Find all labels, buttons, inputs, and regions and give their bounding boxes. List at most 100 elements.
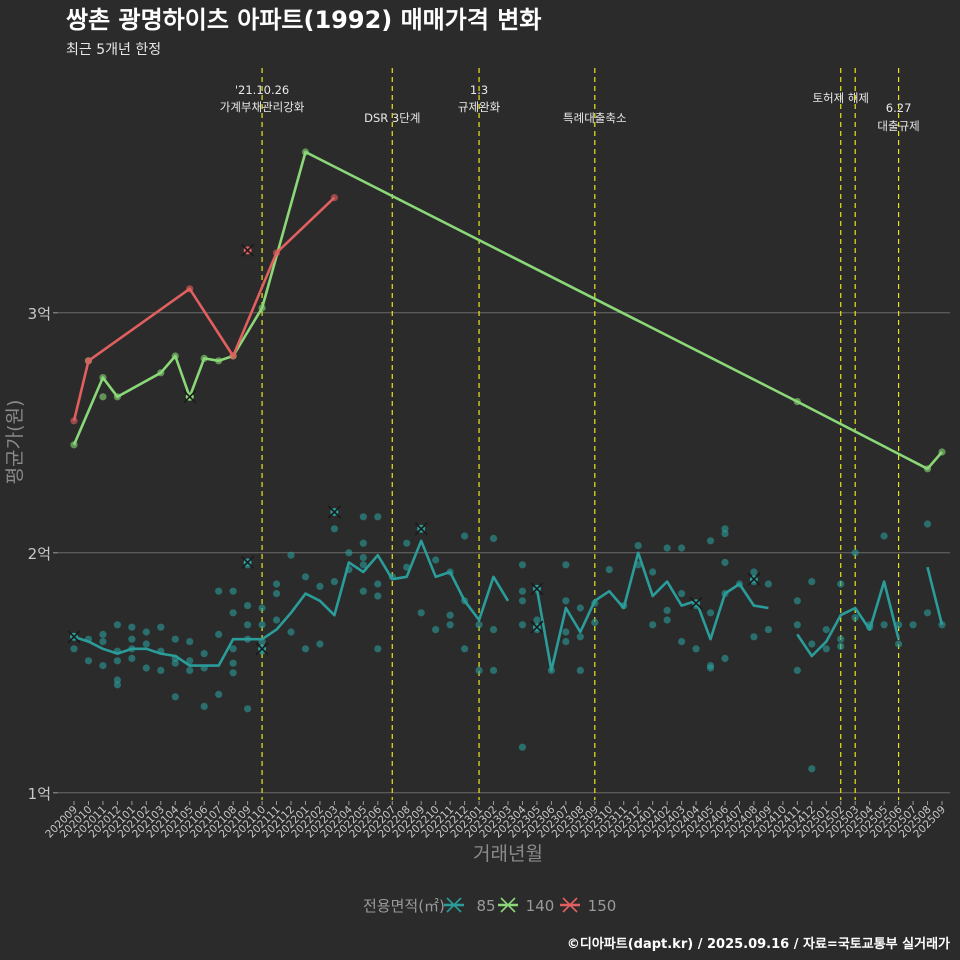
data-point — [301, 645, 310, 653]
max-marker — [183, 390, 197, 404]
event-label: '21.10.26 — [235, 83, 289, 97]
data-point — [99, 662, 107, 670]
data-point — [171, 635, 179, 643]
data-point — [229, 669, 237, 677]
data-point — [533, 616, 541, 624]
data-point — [157, 666, 165, 675]
data-point — [663, 544, 671, 552]
data-point — [837, 580, 845, 588]
max-marker — [241, 555, 255, 569]
data-point — [518, 621, 527, 629]
caption: ©디아파트(dapt.kr) / 2025.09.16 / 자료=국토교통부 실… — [567, 936, 950, 952]
data-point — [374, 645, 382, 653]
max-marker — [255, 642, 269, 656]
data-point — [200, 702, 208, 711]
marker-cross — [255, 642, 269, 656]
series-line — [72, 196, 336, 422]
legend-title: 전용면적(㎡) — [363, 897, 445, 915]
data-point — [678, 638, 686, 646]
data-point — [837, 642, 845, 651]
data-point — [345, 549, 353, 557]
data-point — [562, 628, 570, 636]
data-point — [706, 537, 715, 545]
data-point — [489, 666, 498, 675]
event-label: 대출규제 — [877, 119, 919, 133]
data-point — [330, 578, 338, 586]
legend-cross — [446, 897, 462, 913]
data-point — [822, 645, 830, 653]
data-point — [186, 666, 194, 675]
y-axis-title: 평균가(원) — [4, 400, 26, 485]
data-point — [171, 659, 179, 667]
data-point — [808, 640, 816, 648]
data-point — [258, 604, 266, 612]
data-point — [562, 561, 570, 569]
marker-cross — [530, 582, 544, 596]
data-point — [374, 513, 382, 521]
event-label: 6.27 — [886, 101, 912, 115]
max-marker — [530, 620, 544, 634]
data-point — [359, 513, 367, 521]
data-point — [793, 597, 801, 605]
data-point — [764, 626, 773, 634]
data-point — [721, 558, 729, 567]
data-point — [721, 654, 729, 663]
data-point — [489, 534, 498, 543]
max-marker — [414, 522, 428, 536]
data-point — [229, 659, 237, 667]
marker-cross — [689, 596, 703, 610]
y-tick-label: 1억 — [28, 785, 51, 803]
data-point — [258, 621, 266, 629]
event-label: 규제완화 — [458, 100, 501, 114]
series-140 — [70, 148, 946, 473]
data-point — [84, 657, 93, 665]
data-point — [851, 614, 859, 622]
event-label: 1.3 — [470, 83, 488, 97]
data-point — [113, 621, 121, 629]
data-point — [793, 621, 801, 629]
data-point — [518, 743, 527, 751]
data-point — [678, 590, 686, 598]
data-point — [475, 666, 483, 675]
data-point — [142, 628, 150, 636]
max-marker — [747, 572, 761, 586]
data-point — [215, 587, 223, 595]
data-point — [663, 606, 671, 615]
data-point — [359, 554, 367, 562]
data-point — [142, 664, 150, 672]
y-tick-label: 2억 — [28, 545, 51, 563]
max-marker — [67, 630, 81, 644]
marker-cross — [241, 555, 255, 569]
data-point — [301, 573, 310, 581]
chart-title: 쌍촌 광명하이츠 아파트(1992) 매매가격 변화 — [66, 6, 541, 34]
data-point — [721, 525, 729, 533]
data-point — [591, 618, 599, 627]
data-point — [764, 580, 773, 588]
x-axis: 2020092020102020112020122021012021022021… — [43, 801, 948, 840]
max-marker — [689, 596, 703, 610]
data-point — [287, 628, 295, 636]
data-point — [272, 616, 281, 624]
series-150 — [70, 194, 338, 425]
data-point — [157, 623, 165, 631]
data-point — [678, 544, 686, 552]
y-tick-label: 3억 — [28, 305, 51, 323]
data-point — [461, 645, 469, 653]
data-point — [663, 616, 671, 624]
data-point — [330, 525, 338, 533]
data-point — [909, 621, 917, 629]
data-point — [374, 592, 382, 600]
y-axis: 1억 2억 3억 — [28, 305, 58, 803]
series-line — [535, 551, 769, 672]
data-point — [562, 597, 570, 605]
data-point — [822, 626, 830, 634]
data-point — [692, 645, 700, 653]
data-point — [359, 561, 367, 569]
data-point — [562, 638, 570, 646]
legend-cross — [500, 897, 516, 913]
data-point — [750, 633, 758, 641]
marker-cross — [241, 243, 255, 257]
data-point — [215, 690, 223, 699]
data-point — [750, 568, 758, 576]
